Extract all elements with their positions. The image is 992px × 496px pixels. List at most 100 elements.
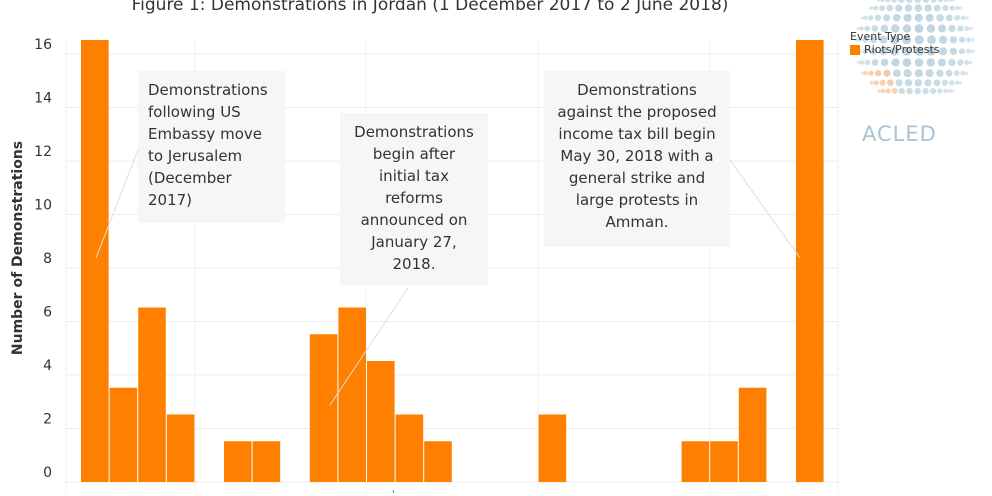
logo-dot bbox=[869, 6, 874, 11]
logo-dot bbox=[943, 88, 948, 94]
logo-dot bbox=[964, 26, 970, 31]
logo-dot bbox=[945, 69, 953, 77]
logo-dot bbox=[863, 15, 868, 20]
logo-dot bbox=[933, 4, 941, 12]
acled-logo-icon bbox=[815, 0, 992, 150]
logo-dot bbox=[914, 4, 923, 12]
logo-dot bbox=[891, 58, 900, 67]
logo-dot bbox=[859, 60, 865, 65]
logo-dot bbox=[870, 36, 877, 44]
logo-dot bbox=[880, 24, 889, 33]
logo-dot bbox=[971, 38, 975, 42]
logo-dot bbox=[902, 58, 912, 67]
logo-dot bbox=[924, 79, 932, 87]
logo-dot bbox=[957, 59, 964, 66]
bar bbox=[738, 387, 767, 482]
logo-dot bbox=[854, 38, 858, 42]
logo-dot bbox=[880, 58, 889, 67]
logo-dot bbox=[895, 79, 903, 87]
y-axis-ticks: 0 2 4 6 8 10 12 14 16 bbox=[34, 37, 52, 481]
legend-entry-label: Riots/Protests bbox=[864, 43, 940, 56]
logo-dot bbox=[864, 25, 871, 32]
logo-dot bbox=[857, 37, 862, 43]
bar bbox=[395, 414, 424, 482]
logo-dot bbox=[971, 49, 975, 54]
logo-dot bbox=[860, 16, 864, 20]
bar bbox=[338, 307, 366, 482]
logo-dot bbox=[874, 14, 882, 21]
logo-dot bbox=[943, 0, 949, 3]
logo-dot bbox=[879, 47, 888, 56]
logo-dot bbox=[937, 58, 946, 67]
bar bbox=[681, 441, 710, 482]
y-tick-label: 6 bbox=[43, 305, 52, 321]
logo-dot bbox=[914, 35, 924, 45]
logo-dot bbox=[875, 70, 882, 77]
logo-dot bbox=[904, 79, 913, 87]
logo-dot bbox=[862, 48, 869, 55]
logo-dot bbox=[873, 5, 879, 11]
y-tick-label: 16 bbox=[34, 37, 52, 53]
bar bbox=[166, 414, 195, 482]
y-tick-label: 4 bbox=[43, 358, 52, 374]
logo-dot bbox=[949, 80, 955, 86]
logo-dot bbox=[960, 70, 965, 76]
logo-dot bbox=[926, 58, 935, 67]
logo-dot bbox=[925, 13, 934, 22]
logo-dot bbox=[922, 87, 929, 95]
logo-dot bbox=[868, 70, 874, 76]
y-tick-label: 2 bbox=[43, 412, 52, 428]
logo-dot bbox=[938, 24, 947, 33]
logo-dot bbox=[966, 37, 972, 43]
logo-dot bbox=[880, 88, 886, 94]
bar bbox=[138, 307, 166, 482]
logo-dot bbox=[953, 70, 960, 77]
logo-dot bbox=[898, 87, 905, 95]
annotation-leader-line bbox=[729, 159, 801, 259]
logo-dot bbox=[948, 0, 953, 2]
bar bbox=[109, 387, 138, 482]
logo-dot bbox=[936, 13, 944, 22]
logo-dot bbox=[902, 46, 912, 56]
y-axis-label: Number of Demonstrations bbox=[10, 141, 26, 355]
acled-logo-text: ACLED bbox=[862, 122, 937, 146]
logo-dot bbox=[964, 60, 970, 65]
annotation-leader-line bbox=[95, 149, 139, 259]
logo-dot bbox=[902, 24, 912, 33]
bar bbox=[309, 334, 338, 482]
logo-dot bbox=[942, 5, 949, 12]
logo-dot bbox=[891, 0, 897, 3]
y-tick-label: 14 bbox=[34, 91, 52, 107]
logo-dot bbox=[856, 60, 861, 65]
logo-dot bbox=[861, 71, 865, 75]
logo-dot bbox=[927, 47, 936, 56]
logo-dot bbox=[880, 0, 885, 2]
logo-dot bbox=[885, 0, 891, 3]
annotation-leader-line bbox=[329, 287, 409, 406]
annotation-leader-lines bbox=[95, 149, 801, 406]
logo-dot bbox=[890, 47, 899, 56]
logo-dot bbox=[948, 24, 956, 33]
logo-dot bbox=[969, 26, 973, 31]
logo-dot bbox=[914, 87, 921, 95]
logo-dot bbox=[859, 26, 864, 31]
legend: Event Type Riots/Protests bbox=[850, 30, 940, 56]
logo-dot bbox=[895, 4, 903, 12]
logo-dot bbox=[906, 0, 913, 3]
legend-title: Event Type bbox=[850, 30, 911, 43]
logo-dot bbox=[886, 4, 894, 12]
logo-dot bbox=[927, 35, 936, 45]
logo-dot bbox=[879, 5, 886, 12]
bar bbox=[538, 414, 567, 482]
bar bbox=[710, 441, 738, 482]
logo-dot bbox=[871, 25, 879, 32]
logo-dot bbox=[949, 5, 955, 11]
logo-dot bbox=[930, 88, 937, 94]
annotation-us-embassy: Demonstrations following US Embassy move… bbox=[138, 71, 285, 223]
y-tick-label: 12 bbox=[34, 144, 52, 160]
logo-dot bbox=[937, 0, 944, 3]
bar bbox=[81, 40, 109, 482]
logo-dot bbox=[885, 88, 891, 94]
logo-dot bbox=[903, 13, 912, 22]
legend-entry: Riots/Protests bbox=[850, 43, 940, 56]
